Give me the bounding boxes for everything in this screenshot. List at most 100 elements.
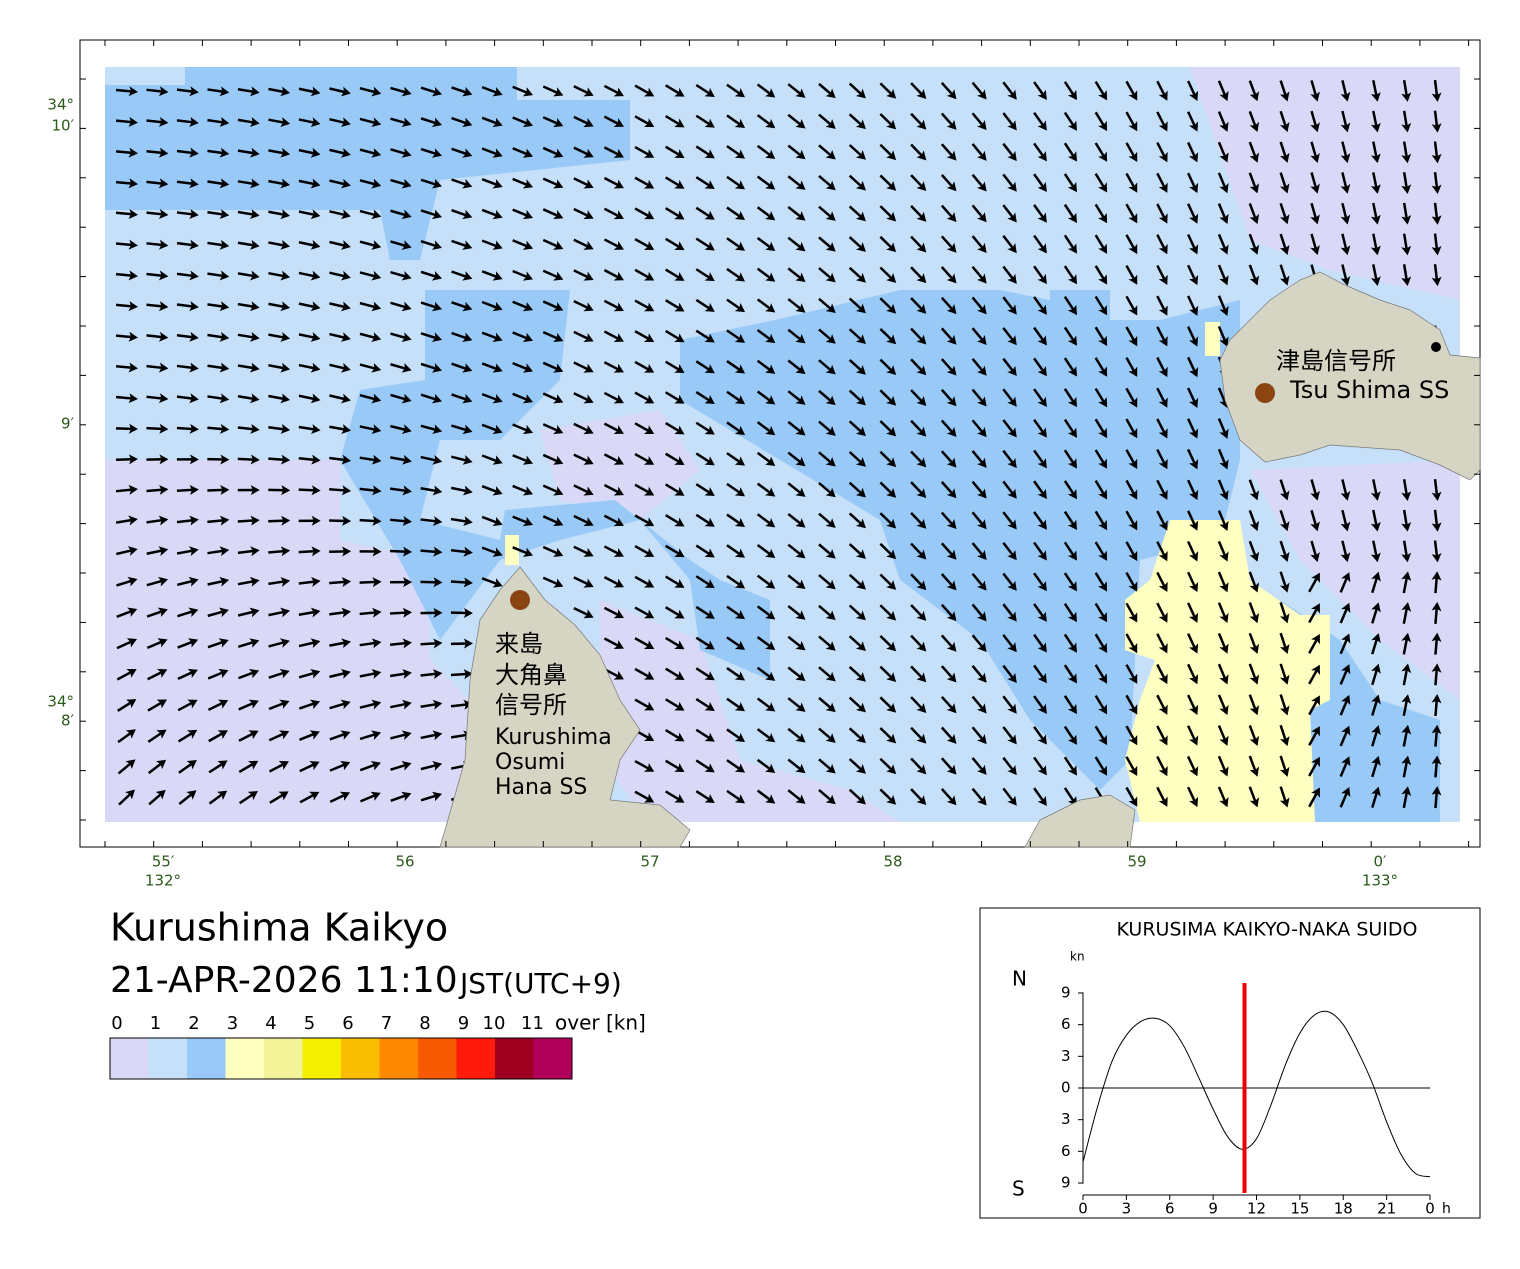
arrow — [238, 760, 259, 774]
arrow — [573, 484, 594, 496]
arrow — [910, 419, 927, 437]
speed-zone — [1205, 322, 1220, 356]
arrow — [1431, 694, 1442, 717]
arrow-head — [855, 211, 866, 222]
arrow-shaft — [1279, 509, 1288, 527]
arrow-shaft — [542, 576, 560, 586]
chart-frame — [979, 907, 1481, 1219]
arrow — [390, 270, 412, 281]
station-label: 信号所 — [495, 691, 567, 719]
arrow — [1063, 603, 1078, 623]
arrow-shaft — [1341, 264, 1348, 282]
land — [1024, 794, 1136, 848]
arrow-shaft — [634, 545, 651, 556]
legend: 0 1 2 3 4 5 6 7 8 9 10 11 over [kn] — [109, 1011, 646, 1080]
arrow — [176, 86, 199, 97]
arrow-head — [704, 732, 715, 742]
arrow-head — [462, 240, 473, 250]
arrow-head — [341, 607, 352, 618]
arrow-head — [1189, 459, 1199, 470]
arrow-shaft — [176, 518, 195, 524]
arrow-head — [1037, 427, 1047, 438]
arrow-shaft — [512, 361, 529, 371]
arrow-shaft — [1156, 602, 1167, 619]
arrow-shaft — [1063, 449, 1076, 466]
arrow-shaft — [665, 514, 681, 525]
arrow-shaft — [146, 488, 164, 493]
arrow-head — [1219, 152, 1229, 163]
arrow — [634, 115, 655, 128]
arrow-shaft — [481, 270, 499, 279]
arrow — [1370, 479, 1381, 501]
arrow — [207, 239, 230, 250]
arrow-head — [1189, 520, 1199, 531]
arrow-shaft — [787, 574, 803, 587]
arrow-shaft — [695, 360, 712, 372]
arrow — [879, 788, 897, 805]
arrow-head — [734, 579, 746, 589]
arrow-shaft — [848, 236, 864, 250]
arrow-head — [613, 271, 624, 281]
arrow — [1431, 141, 1442, 164]
arrow-head — [1158, 489, 1168, 500]
arrow-shaft — [1248, 80, 1257, 98]
arrow-head — [1158, 612, 1168, 623]
arrow-shaft — [1402, 540, 1409, 558]
arrow-shaft — [726, 452, 742, 464]
arrow-head — [1189, 766, 1199, 777]
arrow — [818, 144, 836, 160]
arrow — [176, 423, 199, 434]
arrow — [1340, 202, 1351, 225]
arrow-head — [462, 117, 473, 128]
arrow-head — [553, 424, 564, 435]
arrow-shaft — [1125, 571, 1136, 589]
arrow-shaft — [1156, 418, 1167, 435]
arrow-head — [278, 791, 289, 801]
arrow — [146, 209, 169, 219]
arrow — [573, 115, 594, 128]
arrow — [787, 482, 806, 497]
arrow-head — [189, 362, 199, 373]
legend-label: 5 — [304, 1013, 315, 1034]
arrow — [787, 205, 806, 221]
arrow-shaft — [1156, 786, 1167, 804]
arrow — [940, 388, 957, 407]
x-tick-label: 3 — [1122, 1200, 1132, 1218]
arrow — [1033, 142, 1047, 162]
arrow — [542, 361, 564, 373]
arrow — [1002, 756, 1017, 776]
arrow-shaft — [115, 334, 134, 339]
arrow-shaft — [298, 148, 316, 155]
arrow-head — [1007, 304, 1017, 315]
arrow-shaft — [1433, 479, 1439, 497]
arrow-head — [977, 181, 987, 192]
arrow-head — [189, 423, 199, 434]
arrow-head — [1098, 734, 1108, 746]
arrow — [940, 542, 957, 560]
arrow — [1156, 295, 1168, 316]
arrow-head — [402, 515, 413, 526]
arrow — [879, 757, 897, 775]
arrow — [298, 454, 321, 465]
arrow-shaft — [879, 82, 894, 97]
arrow-head — [1189, 244, 1199, 255]
arrow — [420, 147, 442, 158]
arrow-head — [1007, 734, 1017, 745]
arrow-shaft — [1125, 510, 1136, 527]
arrow — [451, 331, 473, 342]
arrow-shaft — [1125, 111, 1136, 128]
arrow-head — [674, 210, 685, 220]
arrow-head — [977, 795, 987, 806]
arrow-shaft — [118, 792, 133, 806]
arrow-head — [186, 760, 197, 770]
arrow-head — [643, 517, 655, 527]
arrow-shaft — [940, 757, 955, 772]
arrow — [237, 454, 260, 465]
arrow-shaft — [512, 515, 529, 525]
arrow-shaft — [207, 518, 225, 524]
arrow-head — [583, 394, 594, 404]
arrow-head — [765, 210, 776, 221]
arrow-head — [553, 179, 564, 189]
arrow-head — [855, 733, 866, 744]
legend-swatch — [264, 1038, 303, 1079]
